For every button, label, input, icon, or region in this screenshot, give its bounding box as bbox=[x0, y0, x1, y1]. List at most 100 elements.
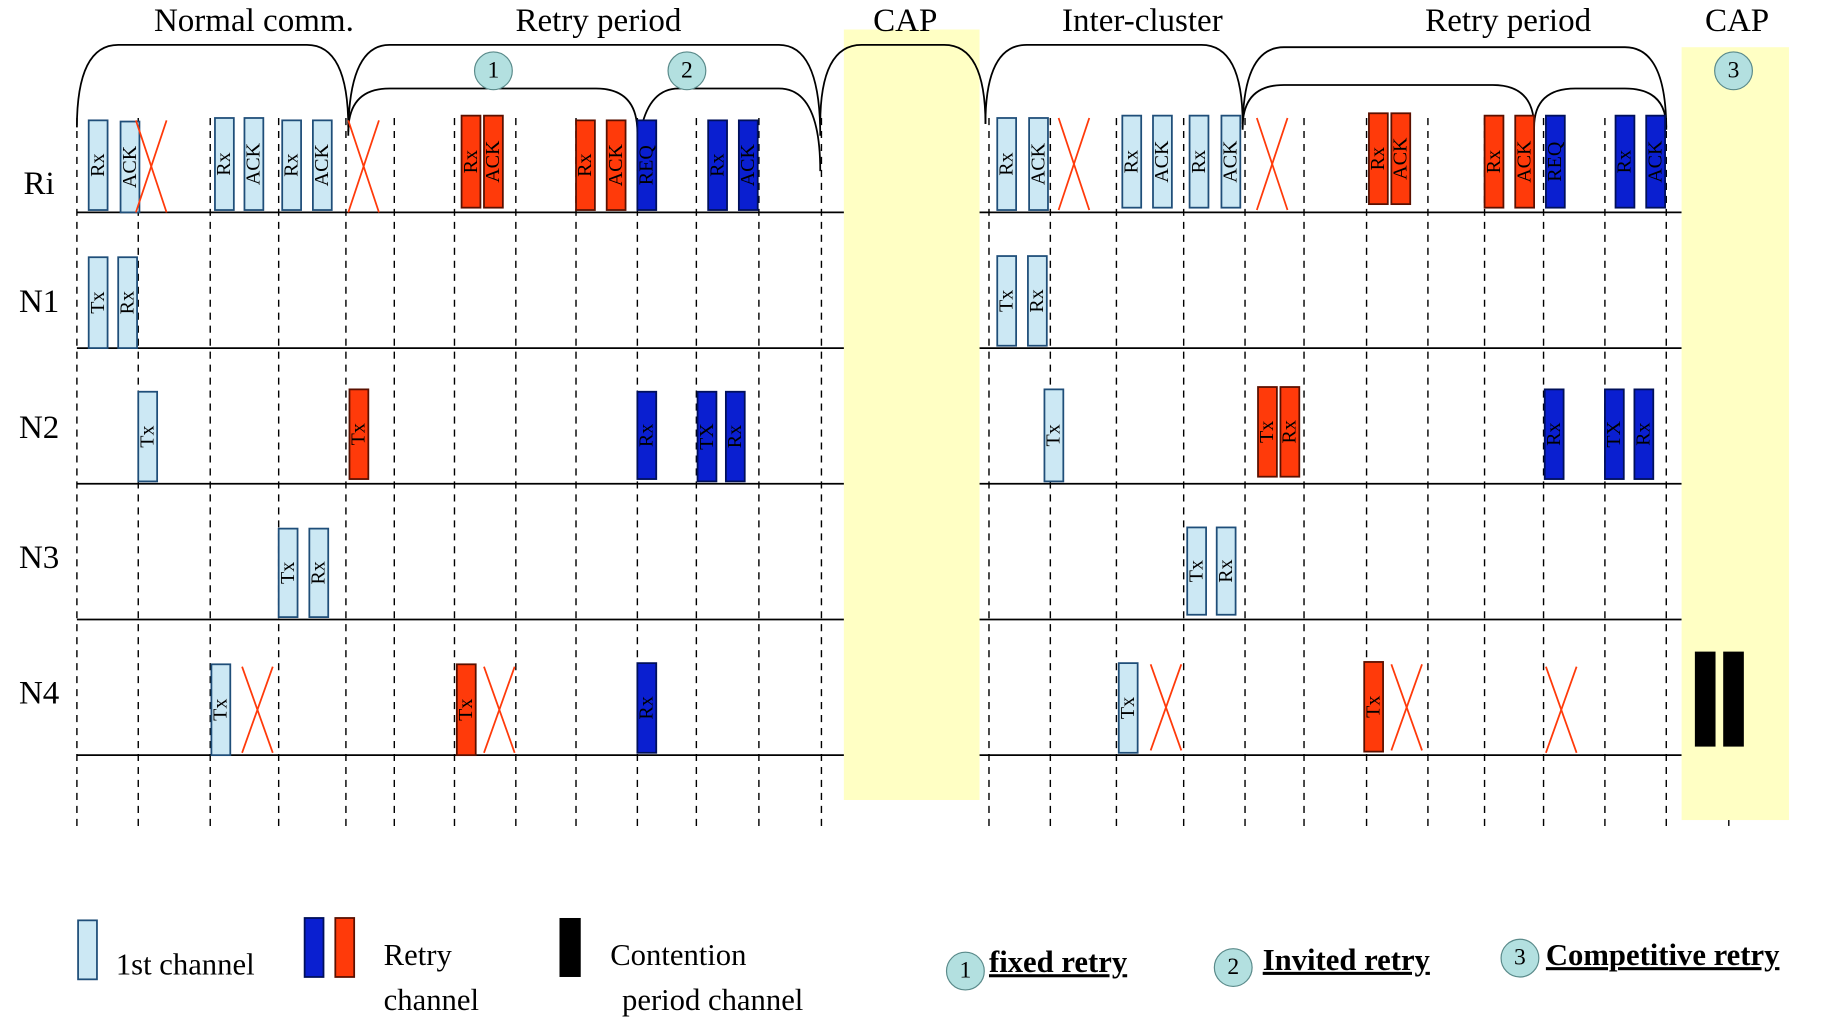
failure-cross bbox=[483, 666, 516, 754]
slot-block bbox=[636, 662, 658, 754]
slot-block bbox=[1027, 255, 1048, 347]
marker-circle bbox=[473, 51, 513, 91]
row-label: Ri bbox=[24, 166, 55, 202]
section-title: Normal comm. bbox=[154, 3, 354, 39]
slot-block bbox=[281, 119, 302, 211]
legend-text: Contention bbox=[610, 938, 746, 972]
block-label: Rx bbox=[574, 153, 596, 176]
slot-block bbox=[1279, 386, 1301, 478]
block-label: Tx bbox=[1043, 424, 1065, 446]
legend-swatch bbox=[77, 919, 98, 981]
slot-block bbox=[1043, 388, 1065, 483]
block-label: Rx bbox=[1026, 289, 1048, 312]
slot-block bbox=[210, 663, 232, 757]
block-label: Rx bbox=[636, 696, 658, 719]
slot-block bbox=[214, 117, 235, 211]
failure-cross bbox=[1057, 117, 1091, 211]
marker-circle bbox=[667, 51, 707, 91]
slot-block bbox=[737, 119, 759, 211]
block-label: Rx bbox=[1121, 150, 1143, 173]
legend-item: Invited retry bbox=[1263, 943, 1431, 977]
slot-block bbox=[1368, 112, 1389, 206]
block-label: Rx bbox=[1722, 687, 1744, 710]
slot-block bbox=[277, 527, 299, 618]
slot-block bbox=[707, 119, 728, 211]
slot-block bbox=[1257, 386, 1278, 478]
slot-block bbox=[137, 390, 159, 483]
brace bbox=[347, 43, 822, 136]
legend-marker-circle bbox=[1213, 948, 1253, 988]
block-label: Rx bbox=[213, 152, 235, 175]
block-label: Rx bbox=[1188, 150, 1210, 173]
brace bbox=[1241, 46, 1668, 130]
legend-marker-circle bbox=[945, 951, 985, 991]
block-label: Tx bbox=[277, 562, 299, 584]
slot-block bbox=[460, 114, 482, 209]
slot-block bbox=[1645, 114, 1666, 209]
slot-block bbox=[1614, 114, 1636, 209]
block-label: Rx bbox=[308, 561, 330, 584]
brace bbox=[1241, 84, 1535, 128]
slot-block bbox=[348, 388, 370, 480]
slot-block bbox=[1188, 114, 1210, 209]
slot-block bbox=[1390, 112, 1412, 206]
legend-text: 1st channel bbox=[116, 948, 255, 982]
block-label: Rx bbox=[995, 152, 1017, 175]
brace bbox=[819, 43, 987, 124]
slot-block bbox=[636, 119, 658, 211]
slot-block bbox=[1545, 114, 1566, 209]
legend-marker: 2 bbox=[1227, 954, 1239, 980]
row-label: N3 bbox=[19, 540, 59, 576]
block-label: Tx bbox=[87, 292, 109, 314]
slot-block bbox=[1117, 662, 1139, 754]
block-label: Tx bbox=[995, 290, 1017, 312]
slot-block bbox=[243, 117, 265, 211]
block-label: TX bbox=[1603, 420, 1625, 447]
block-label: Tx bbox=[348, 423, 370, 445]
block-label: ACK bbox=[605, 144, 627, 187]
legend-marker: 1 bbox=[959, 958, 971, 984]
legend-item: Competitive retry bbox=[1546, 938, 1780, 972]
marker-circle bbox=[1714, 51, 1753, 91]
block-label: Rx bbox=[460, 150, 482, 173]
slot-block bbox=[1215, 526, 1237, 616]
failure-cross bbox=[1390, 664, 1423, 751]
slot-block bbox=[996, 117, 1018, 211]
slot-block bbox=[1152, 114, 1173, 209]
legend-item: fixed retry bbox=[989, 945, 1128, 979]
brace bbox=[1533, 87, 1668, 128]
block-label: Tx bbox=[455, 699, 477, 721]
section-title: Retry period bbox=[1425, 3, 1591, 39]
failure-cross bbox=[1255, 117, 1289, 211]
block-label: Tx bbox=[1694, 688, 1716, 710]
legend-text: period channel bbox=[622, 983, 803, 1017]
block-label: Rx bbox=[706, 153, 728, 176]
section-title: CAP bbox=[1705, 3, 1769, 39]
slot-block bbox=[1633, 388, 1655, 480]
slot-block bbox=[1483, 114, 1505, 209]
row-label: N4 bbox=[19, 676, 59, 712]
block-label: Rx bbox=[1543, 423, 1565, 446]
slot-block bbox=[87, 256, 109, 349]
block-label: ACK bbox=[311, 144, 333, 187]
legend-text: Retry bbox=[384, 938, 453, 972]
slot-block bbox=[119, 120, 141, 214]
slot-block bbox=[996, 255, 1018, 347]
slot-block bbox=[1186, 526, 1207, 616]
failure-cross bbox=[1149, 664, 1183, 751]
block-label: Rx bbox=[724, 425, 746, 448]
block-label: Tx bbox=[1362, 696, 1384, 718]
block-label: REQ bbox=[1544, 141, 1566, 182]
section-title: Inter-cluster bbox=[1062, 3, 1223, 39]
legend-swatch bbox=[303, 917, 325, 978]
failure-cross bbox=[1545, 666, 1578, 754]
block-label: Tx bbox=[1256, 421, 1278, 443]
block-label: Tx bbox=[1185, 560, 1207, 582]
row-label: N2 bbox=[19, 410, 59, 446]
slot-block bbox=[87, 119, 109, 211]
block-label: ACK bbox=[243, 142, 265, 185]
slot-block bbox=[1604, 388, 1625, 480]
slot-block bbox=[1514, 114, 1535, 209]
slot-block bbox=[1543, 388, 1565, 480]
block-label: REQ bbox=[636, 145, 658, 186]
